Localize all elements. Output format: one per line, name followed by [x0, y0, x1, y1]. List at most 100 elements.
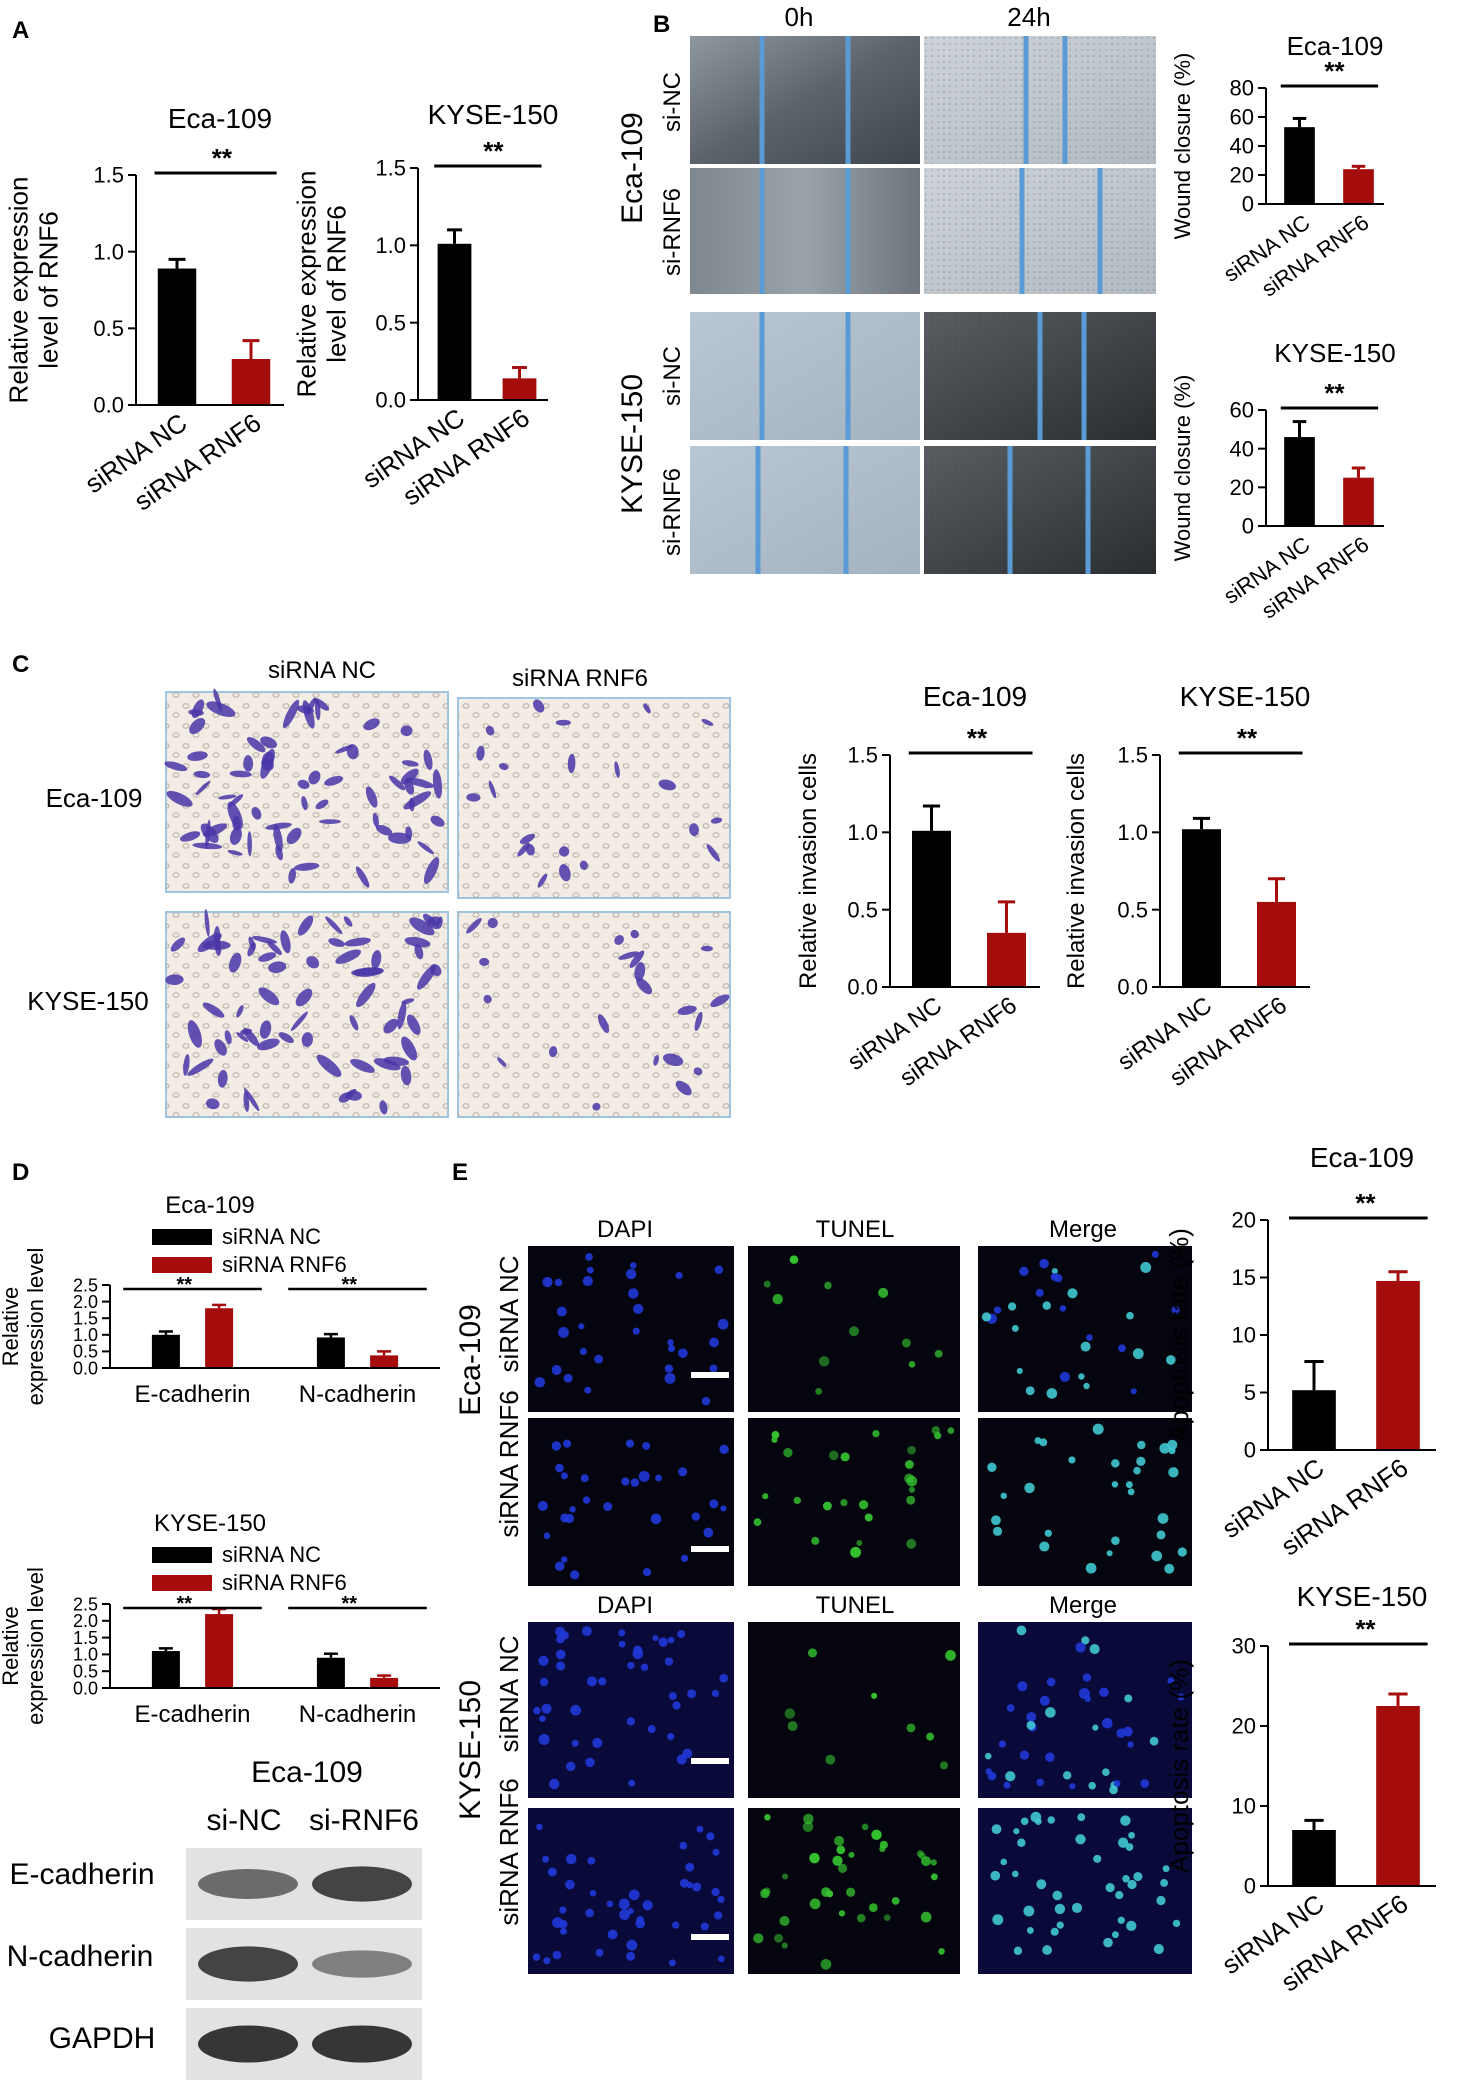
- bar: [437, 243, 472, 400]
- y-tick-label: 1.0: [93, 239, 124, 264]
- panel-label-e: E: [452, 1159, 468, 1186]
- wound-cell-line-kyse: KYSE-150: [616, 374, 649, 514]
- wound-row-kyse-nc: si-NC: [659, 346, 686, 406]
- western-protein-ecad: E-cadherin: [9, 1858, 154, 1891]
- fluorescence-image: [528, 1622, 734, 1798]
- tunel-row-kyse-rnf6: siRNA RNF6: [494, 1778, 524, 1925]
- chart-title: KYSE-150: [1274, 338, 1395, 368]
- bar: [987, 932, 1026, 987]
- blot-band: [312, 1866, 412, 1902]
- chart-a1: Eca-109 0.0 0.5 1.0 1.5 Relative expressionle…: [4, 103, 284, 516]
- scale-bar: [691, 1758, 729, 1764]
- tunel-channel-tunel-2: TUNEL: [816, 1592, 895, 1619]
- panel-label-a: A: [12, 17, 29, 44]
- bar: [1284, 437, 1315, 526]
- significance-marker: **: [341, 1274, 357, 1296]
- transwell-image: [165, 909, 449, 1118]
- bar: [502, 378, 537, 400]
- y-axis-label: Relativeexpression level: [0, 1567, 48, 1725]
- fluorescence-image: [978, 1808, 1192, 1974]
- y-tick-label: 0: [1244, 1438, 1256, 1463]
- tunel-row-eca-nc: siRNA NC: [494, 1255, 524, 1372]
- western-bands: [186, 1848, 422, 2080]
- chart-title: Eca-109: [165, 1192, 254, 1219]
- y-axis-label: Apoptosis rate (%): [1164, 1228, 1194, 1442]
- y-tick-label: 20: [1232, 1714, 1256, 1739]
- significance-marker: **: [1324, 56, 1345, 86]
- y-tick-label: 20: [1232, 1208, 1256, 1233]
- fluorescence-image: [978, 1622, 1192, 1798]
- y-axis-label: Apoptosis rate (%): [1164, 1659, 1194, 1873]
- chart-a2: KYSE-150 0.0 0.5 1.0 1.5 Relative expressionl…: [292, 99, 559, 511]
- scale-bar: [691, 1372, 729, 1378]
- y-tick-label: 80: [1230, 76, 1254, 101]
- y-tick-label: 40: [1230, 436, 1254, 461]
- bar: [370, 1677, 399, 1688]
- chart-c1: Eca-109 0.0 0.5 1.0 1.5 Relative invasion cel…: [795, 681, 1040, 1092]
- tunel-cell-line-kyse: KYSE-150: [454, 1680, 487, 1820]
- y-tick-label: 1.5: [1117, 743, 1148, 768]
- fluorescence-image: [978, 1246, 1192, 1412]
- bar: [1376, 1706, 1420, 1886]
- bar: [912, 830, 951, 987]
- western-lane-nc: si-NC: [207, 1804, 282, 1837]
- legend-swatch: [152, 1257, 212, 1273]
- transwell-row-eca: Eca-109: [46, 783, 143, 813]
- tunel-channel-merge-1: Merge: [1049, 1216, 1117, 1243]
- y-tick-label: 1.0: [1117, 820, 1148, 845]
- bar: [231, 359, 271, 405]
- wound-image-eca-nc-0h: [690, 36, 920, 164]
- legend-swatch: [152, 1547, 212, 1563]
- chart-title: Eca-109: [923, 681, 1027, 712]
- bar: [1292, 1830, 1336, 1886]
- y-tick-label: 1.5: [847, 743, 878, 768]
- panel-label-b: B: [653, 11, 670, 38]
- y-tick-label: 0.5: [375, 310, 406, 335]
- bar: [151, 1334, 180, 1368]
- significance-marker: **: [1355, 1188, 1376, 1218]
- bar: [1257, 901, 1296, 987]
- y-tick-label: 0.0: [847, 975, 878, 1000]
- western-lane-rnf6: si-RNF6: [309, 1804, 419, 1837]
- y-tick-label: 30: [1232, 1634, 1256, 1659]
- y-tick-label: 0.0: [93, 393, 124, 418]
- fluorescence-image: [748, 1622, 960, 1798]
- y-axis-label: Wound closure (%): [1170, 53, 1195, 240]
- y-tick-label: 0.0: [73, 1678, 98, 1698]
- significance-marker: **: [967, 723, 988, 753]
- wound-row-eca-nc: si-NC: [659, 72, 686, 132]
- chart-title: Eca-109: [168, 103, 272, 134]
- y-tick-label: 2.5: [73, 1275, 98, 1295]
- y-tick-label: 60: [1230, 105, 1254, 130]
- legend-label: siRNA RNF6: [222, 1570, 347, 1595]
- significance-marker: **: [341, 1593, 357, 1615]
- wound-row-kyse-rnf6: si-RNF6: [659, 468, 686, 556]
- fluorescence-image: [528, 1808, 734, 1974]
- fluorescence-image: [528, 1418, 734, 1586]
- chart-title: Eca-109: [1287, 31, 1384, 61]
- x-tick-label: E-cadherin: [134, 1701, 250, 1728]
- y-tick-label: 1.5: [73, 1309, 98, 1329]
- western-title: Eca-109: [251, 1756, 363, 1789]
- wound-time-24h: 24h: [1007, 2, 1050, 32]
- wound-time-0h: 0h: [785, 2, 814, 32]
- bar: [205, 1308, 234, 1368]
- bar: [205, 1614, 234, 1688]
- y-tick-label: 1.0: [847, 820, 878, 845]
- significance-marker: **: [1237, 723, 1258, 753]
- y-tick-label: 1.5: [73, 1628, 98, 1648]
- tunel-channel-dapi-2: DAPI: [597, 1592, 653, 1619]
- chart-d2: KYSE-150 0.00.51.01.52.02.5 Relativeexpres…: [0, 1510, 440, 1728]
- tunel-panel: DAPI TUNEL Merge DAPI TUNEL Merge Eca-10…: [454, 1216, 1192, 1974]
- y-tick-label: 2.0: [73, 1292, 98, 1312]
- y-tick-label: 2.5: [73, 1594, 98, 1614]
- chart-title: KYSE-150: [1180, 681, 1311, 712]
- y-axis-label: Relative expressionlevel of RNF6: [292, 171, 352, 398]
- blot-band: [312, 2025, 412, 2063]
- y-axis-label: Relative invasion cells: [1063, 753, 1090, 989]
- transwell-image: [457, 911, 731, 1118]
